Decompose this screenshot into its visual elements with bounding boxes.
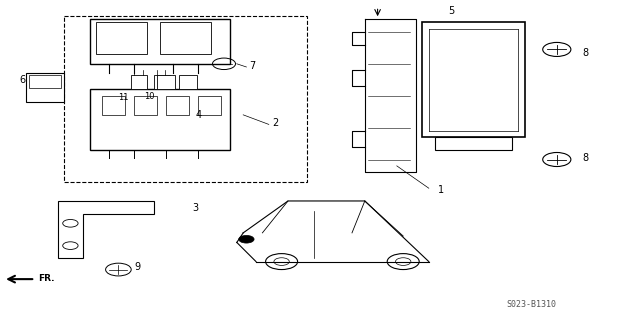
Text: 10: 10 [144, 92, 154, 101]
Bar [198, 96, 221, 115]
Text: 11: 11 [118, 93, 129, 102]
Circle shape [239, 235, 254, 243]
Bar [435, 137, 512, 150]
Bar [179, 75, 197, 89]
Bar [96, 22, 147, 54]
Text: 5: 5 [448, 6, 454, 16]
Bar [422, 22, 525, 137]
Bar [131, 75, 147, 89]
Bar [154, 75, 170, 89]
Bar [134, 96, 157, 115]
Text: 7: 7 [250, 61, 256, 70]
Text: FR.: FR. [38, 274, 55, 283]
Bar [157, 75, 175, 89]
Text: 4: 4 [195, 110, 202, 120]
Bar [64, 16, 307, 182]
Bar [29, 75, 61, 88]
Text: 3: 3 [192, 203, 198, 212]
Text: 2: 2 [272, 118, 278, 128]
Bar [90, 19, 230, 64]
Bar [90, 89, 230, 150]
Text: 8: 8 [582, 48, 589, 58]
Bar [102, 96, 125, 115]
Bar [166, 96, 189, 115]
Text: 6: 6 [19, 75, 26, 85]
Text: 1: 1 [438, 185, 445, 195]
Bar [26, 73, 64, 102]
Text: S023-B1310: S023-B1310 [506, 300, 556, 309]
Bar [160, 22, 211, 54]
Text: 8: 8 [582, 153, 589, 163]
Text: 9: 9 [134, 262, 141, 271]
